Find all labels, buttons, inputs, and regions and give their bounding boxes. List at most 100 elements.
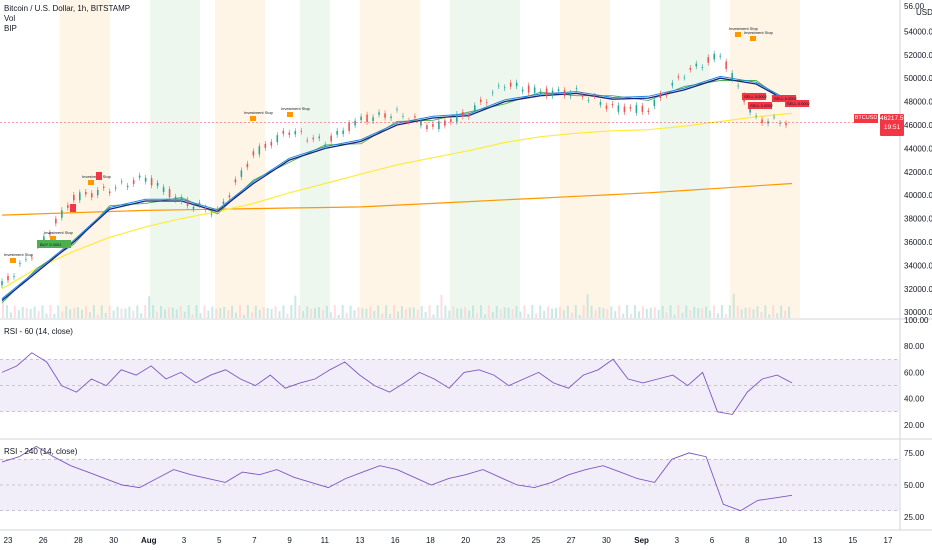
sell-flag	[785, 100, 809, 107]
price-tick-label: 34000.00	[904, 261, 932, 270]
rsi-240-label[interactable]: RSI - 240 (14, close)	[4, 447, 78, 456]
volume-bar	[448, 310, 451, 318]
candle-body	[533, 87, 536, 93]
chart-legend: Bitcoin / U.S. Dollar, 1h, BITSTAMP Vol …	[4, 4, 130, 34]
candle-body	[258, 146, 261, 155]
volume-bar	[53, 313, 56, 318]
price-tick-label: 38000.00	[904, 215, 932, 224]
volume-bar	[290, 305, 293, 318]
price-tick-label: 30000.00	[904, 308, 932, 317]
sell-flag-label: SELL 0.0002	[750, 103, 774, 108]
candle-body	[414, 116, 416, 118]
volume-bar	[555, 308, 557, 318]
candle-body	[79, 192, 81, 201]
volume-bar	[511, 309, 514, 318]
volume-bar	[393, 305, 396, 318]
volume-indicator-label[interactable]: Vol	[4, 14, 16, 23]
rsi-60-label[interactable]: RSI - 60 (14, close)	[4, 327, 73, 336]
candle-body	[96, 189, 99, 196]
price-tick-label: 32000.00	[904, 285, 932, 294]
candle-body	[288, 132, 291, 135]
candle-body	[521, 89, 524, 92]
candle-body	[659, 93, 662, 99]
time-tick-label: 3	[182, 536, 187, 545]
candle-body	[174, 196, 177, 200]
sell-flag-label: SELL 0.0002	[774, 96, 798, 101]
volume-bar	[641, 306, 644, 318]
volume-bar	[195, 305, 198, 318]
volume-bar	[270, 309, 273, 318]
candle-body	[450, 119, 452, 123]
volume-bar	[183, 311, 186, 318]
volume-bar	[673, 314, 676, 318]
volume-bar	[314, 307, 317, 318]
price-tick-label: 48000.00	[904, 98, 932, 107]
volume-bar	[325, 305, 328, 318]
candle-body	[587, 100, 590, 101]
candle-body	[43, 236, 45, 241]
candle-body	[216, 209, 219, 210]
volume-bar	[353, 310, 356, 318]
volume-bar	[491, 311, 494, 318]
candle-body	[557, 89, 560, 92]
volume-bar	[784, 310, 787, 318]
candle-body	[204, 207, 207, 210]
volume-bar	[582, 305, 585, 318]
candle-body	[55, 218, 57, 224]
candle-body	[695, 63, 698, 67]
candle-body	[168, 189, 171, 198]
candle-body	[1, 281, 3, 286]
volume-bar	[231, 305, 234, 318]
bip-indicator-label[interactable]: BIP	[4, 24, 17, 33]
investment-stop-flag	[735, 32, 741, 37]
volume-bar	[440, 294, 443, 318]
volume-bar	[365, 308, 368, 318]
candle-body	[252, 151, 255, 156]
volume-bar	[41, 305, 44, 318]
volume-bar	[697, 308, 700, 318]
volume-bar	[45, 313, 48, 318]
candle-body	[617, 105, 620, 112]
volume-bar	[349, 305, 352, 318]
volume-bar	[713, 305, 715, 318]
time-tick-label: 17	[884, 536, 893, 545]
volume-bar	[389, 314, 392, 318]
candle-body	[713, 53, 715, 60]
volume-bar	[132, 310, 135, 318]
regime-band	[660, 0, 710, 318]
volume-bar	[120, 308, 123, 318]
volume-bar	[460, 308, 463, 318]
volume-bar	[752, 309, 755, 318]
volume-bar	[645, 309, 648, 318]
volume-bar	[594, 309, 597, 318]
volume-bar	[397, 311, 399, 318]
volume-bar	[507, 307, 510, 318]
volume-bar	[207, 310, 210, 318]
time-tick-label: 11	[321, 536, 330, 545]
time-tick-label: 18	[426, 536, 435, 545]
volume-bar	[2, 297, 4, 318]
time-tick-label: 6	[710, 536, 715, 545]
time-tick-label: 26	[39, 536, 48, 545]
volume-bar	[81, 309, 83, 318]
candle-body	[73, 194, 75, 201]
sell-flag	[70, 204, 76, 212]
volume-bar	[519, 311, 522, 318]
volume-bar	[404, 309, 407, 318]
volume-bar	[5, 305, 8, 318]
candle-body	[306, 140, 309, 142]
volume-bar	[408, 307, 411, 318]
volume-bar	[539, 305, 542, 318]
time-tick-label: Sep	[634, 536, 649, 545]
volume-bar	[772, 305, 775, 318]
volume-bar	[254, 305, 257, 318]
symbol-title[interactable]: Bitcoin / U.S. Dollar, 1h, BITSTAMP	[4, 4, 131, 13]
candle-body	[623, 106, 626, 113]
candle-body	[264, 143, 267, 148]
time-tick-label: 13	[813, 536, 822, 545]
volume-bar	[543, 310, 546, 318]
volume-bar	[321, 309, 324, 318]
candle-body	[294, 131, 297, 135]
candle-body	[773, 116, 775, 118]
